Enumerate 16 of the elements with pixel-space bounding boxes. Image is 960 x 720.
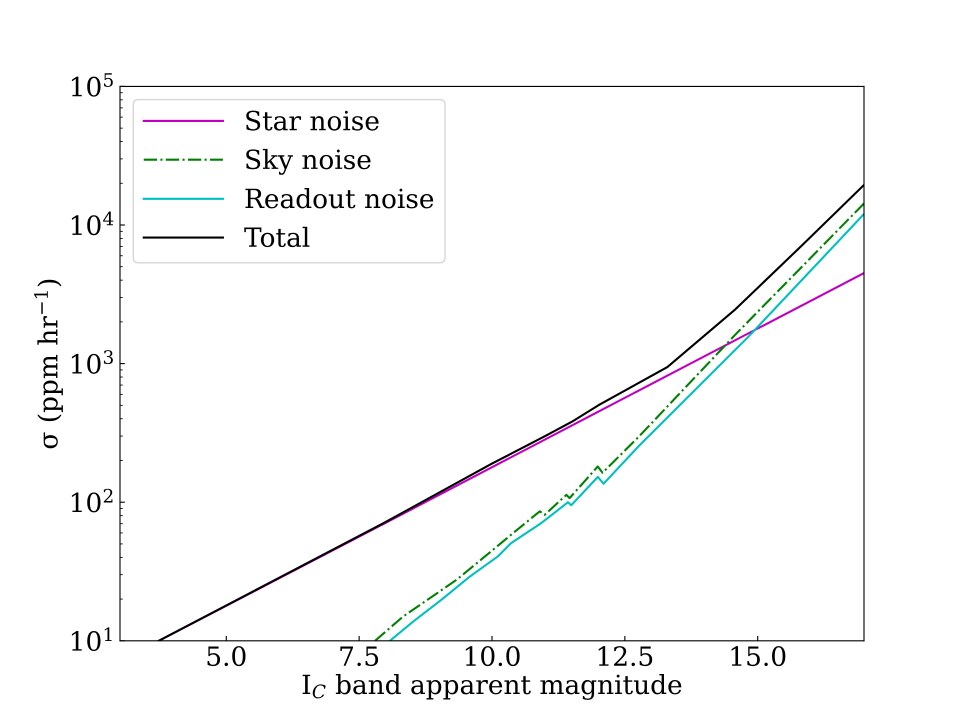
legend-label: Readout noise xyxy=(245,188,434,208)
y-tick-label: 10$^{3}$ xyxy=(72,350,113,374)
x-tick-label: 5.0 xyxy=(208,646,246,666)
legend-label: Star noise xyxy=(246,110,379,131)
x-tick-label: 10.0 xyxy=(466,646,520,666)
x-axis-title: I$_{C}$ band apparent magnitude xyxy=(302,674,682,700)
y-tick-label: 10$^{5}$ xyxy=(72,73,113,97)
y-axis-title: σ (ppm hr$^{−1}$) xyxy=(34,280,63,448)
legend-label: Total xyxy=(244,226,310,248)
legend-label: Sky noise xyxy=(246,148,371,175)
x-tick-label: 15.0 xyxy=(732,646,786,666)
x-tick-label: 12.5 xyxy=(598,646,652,666)
y-tick-label: 10$^{1}$ xyxy=(72,627,112,652)
x-tick-label: 7.5 xyxy=(340,646,378,666)
y-tick-label: 10$^{2}$ xyxy=(72,488,112,512)
y-tick-label: 10$^{4}$ xyxy=(72,212,114,236)
